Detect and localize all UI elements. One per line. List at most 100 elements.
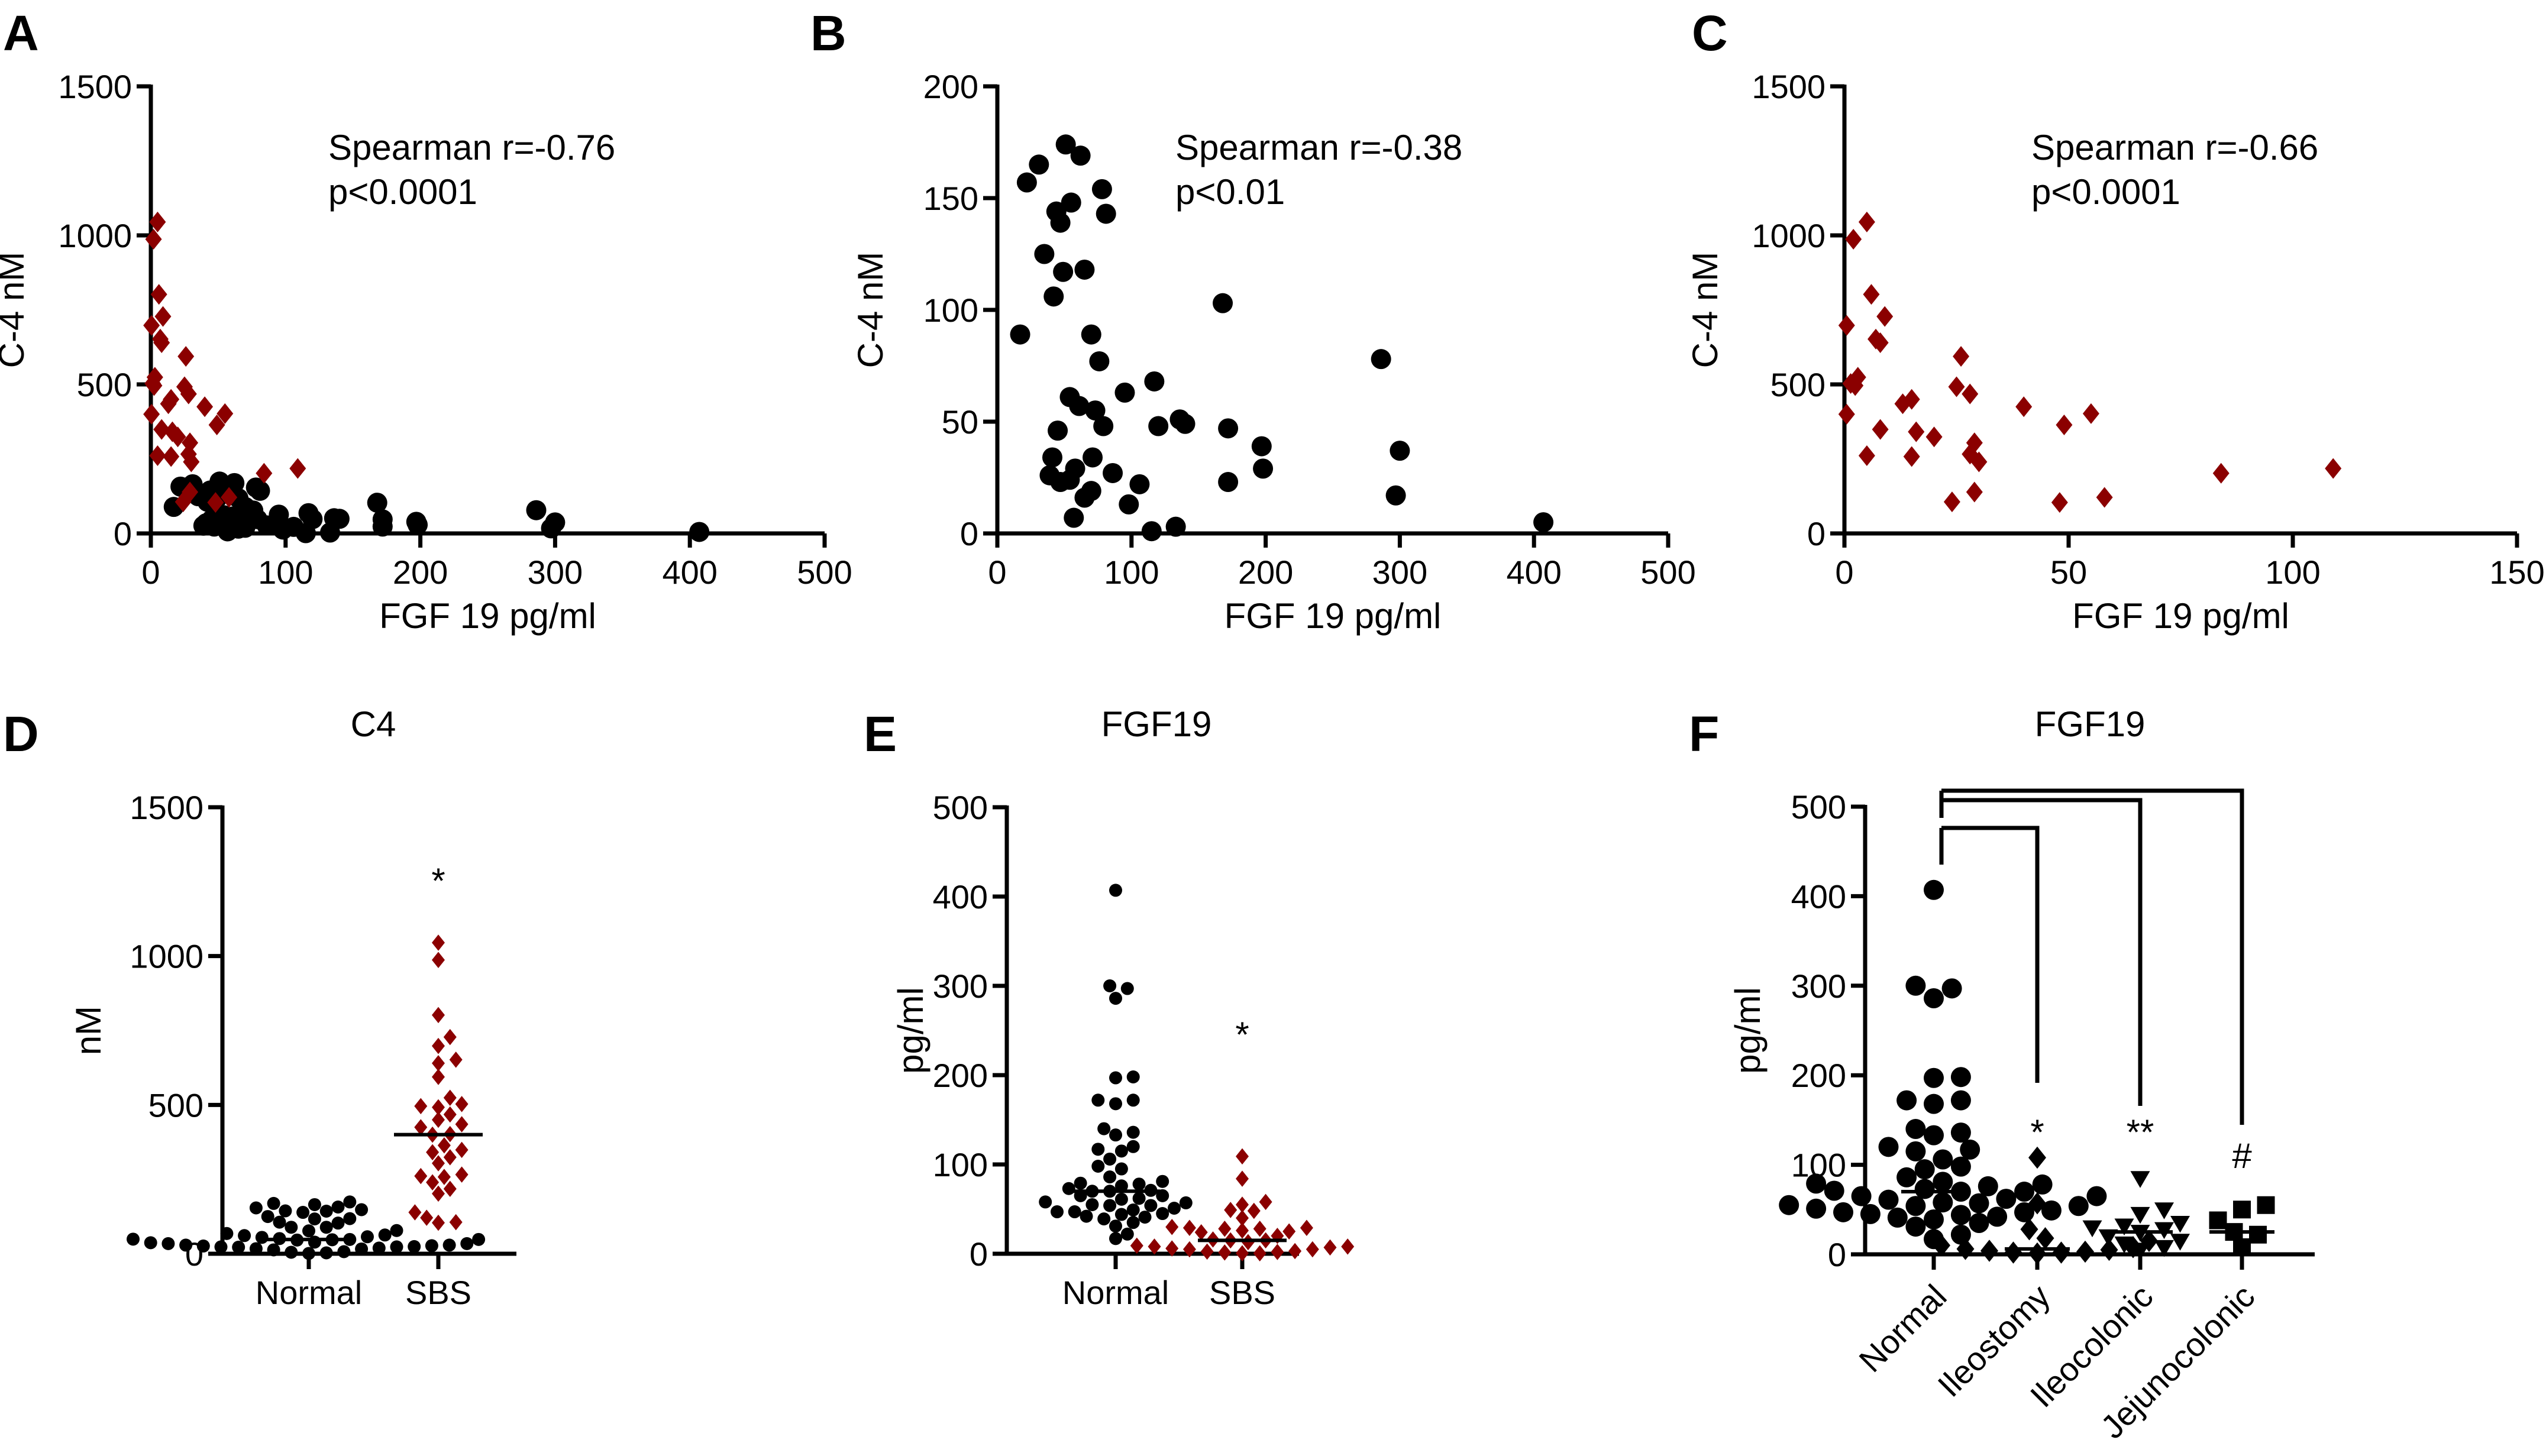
data-point (408, 1204, 422, 1221)
normal-point (1085, 400, 1106, 421)
category-label: Normal (1062, 1274, 1169, 1311)
sbs-point (256, 462, 273, 484)
data-point (2130, 1171, 2150, 1188)
data-point (443, 1149, 457, 1166)
normal-point (1218, 472, 1239, 493)
data-point (2257, 1196, 2275, 1214)
normal-point (1251, 436, 1272, 457)
data-point (2209, 1211, 2227, 1229)
data-point (437, 1169, 451, 1185)
data-point (2036, 1227, 2054, 1250)
data-point (442, 1238, 456, 1252)
spearman-annotation: Spearman r=-0.38 (1175, 128, 1462, 167)
normal-point (256, 515, 277, 536)
data-point (1779, 1195, 1799, 1215)
y-tick-label: 500 (77, 366, 132, 403)
sbs-point (150, 284, 167, 305)
sbs-point (217, 403, 234, 424)
normal-point (1148, 416, 1169, 436)
normal-point (1129, 474, 1150, 494)
data-point (1109, 1097, 1122, 1111)
normal-point (1043, 286, 1064, 307)
data-point (425, 1239, 438, 1253)
data-point (1097, 1212, 1111, 1226)
normal-point (1053, 261, 1074, 282)
y-tick-label: 200 (1791, 1057, 1846, 1094)
normal-point (1016, 172, 1037, 193)
y-tick-label: 0 (970, 1235, 988, 1273)
sbs-point (2082, 403, 2099, 424)
data-point (1068, 1205, 1081, 1219)
data-point (2114, 1236, 2134, 1254)
data-point (144, 1236, 157, 1250)
spearman-annotation: p<0.01 (1175, 172, 1285, 212)
sbs-point (1838, 315, 1855, 336)
data-point (1924, 879, 1944, 900)
data-point (1933, 1192, 1953, 1213)
data-point (449, 1051, 463, 1068)
panel-f: F0100200300400500pg/mlFGF19NormalIleosto… (1689, 704, 2315, 1445)
data-point (1109, 1128, 1122, 1142)
x-tick-label: 100 (2265, 554, 2320, 591)
x-tick-label: 100 (1104, 554, 1159, 591)
y-axis-label: pg/ml (1728, 987, 1768, 1074)
data-point (1074, 1176, 1087, 1190)
x-tick-label: 400 (662, 554, 717, 591)
y-axis-label: pg/ml (891, 987, 930, 1074)
data-point (1247, 1202, 1261, 1219)
spearman-annotation: Spearman r=-0.66 (2031, 128, 2318, 167)
data-point (2076, 1240, 2094, 1263)
data-point (1194, 1224, 1208, 1241)
data-point (1156, 1174, 1169, 1188)
normal-point (1091, 179, 1112, 199)
data-point (319, 1246, 333, 1260)
data-point (432, 1099, 445, 1116)
sbs-point (153, 419, 170, 440)
data-point (1039, 1195, 1052, 1209)
category-label: SBS (405, 1274, 471, 1311)
data-point (1950, 1090, 1971, 1111)
sbs-point (183, 451, 200, 473)
y-tick-label: 1000 (58, 217, 132, 254)
data-point (1960, 1139, 1980, 1160)
x-tick-label: 150 (2489, 554, 2544, 591)
data-point (331, 1200, 345, 1214)
sbs-point (2096, 487, 2113, 508)
data-point (2233, 1201, 2251, 1219)
data-point (437, 1137, 451, 1154)
data-point (1218, 1220, 1232, 1237)
significance-marker: ** (2127, 1112, 2154, 1152)
data-point (432, 1007, 445, 1024)
data-point (361, 1230, 374, 1244)
data-point (1114, 1162, 1128, 1176)
data-point (319, 1221, 333, 1234)
panel-e: E 0 100 200 300 400 500 pg/ml FGF19 Normal SBS * (864, 704, 1355, 1311)
comparison-bracket (1941, 798, 2143, 1106)
data-point (1924, 988, 1944, 1008)
data-point (1120, 1227, 1134, 1241)
y-tick-label: 300 (1791, 968, 1846, 1005)
data-point (1103, 1199, 1117, 1212)
data-point (1097, 1122, 1111, 1135)
sbs-point (154, 306, 172, 327)
data-point (267, 1243, 280, 1257)
y-tick-label: 1000 (130, 938, 203, 975)
category-label: Normal (1852, 1277, 1953, 1379)
data-point (308, 1235, 321, 1249)
data-point (1236, 1245, 1249, 1261)
data-point (1236, 1196, 1249, 1213)
normal-point (295, 523, 316, 543)
normal-point (1048, 420, 1068, 441)
data-point (296, 1206, 310, 1219)
normal-point (1070, 145, 1091, 166)
data-point (343, 1195, 357, 1209)
data-point (1933, 1149, 1953, 1170)
data-point (432, 1055, 445, 1072)
sbs-point (143, 403, 160, 425)
panel-letter: D (3, 706, 39, 762)
data-point (432, 1155, 445, 1172)
data-point (1109, 1071, 1122, 1085)
sbs-point (143, 315, 160, 336)
data-point (432, 1111, 445, 1128)
data-point (1905, 1216, 1926, 1237)
